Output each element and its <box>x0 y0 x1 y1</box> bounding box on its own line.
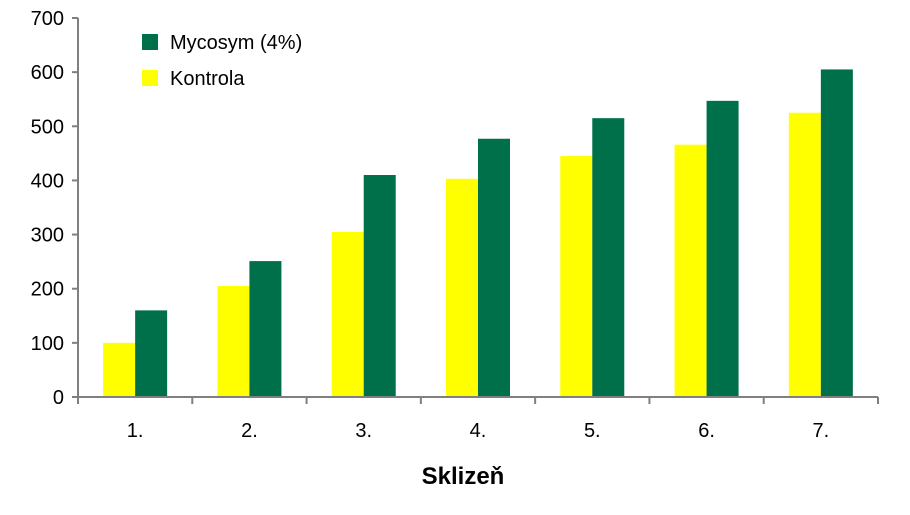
x-tick-label-2: 2. <box>241 420 258 442</box>
x-tick-label-3: 3. <box>355 420 372 442</box>
y-tick-label-100: 100 <box>31 333 64 355</box>
bar-mycosym-4 <box>478 138 510 397</box>
bar-mycosym-3 <box>363 175 396 397</box>
x-tick-label-6: 6. <box>698 420 715 442</box>
bar-kontrola-6 <box>674 144 707 397</box>
axes-group <box>72 17 879 404</box>
legend-swatch-1 <box>142 34 158 50</box>
bar-kontrola-4 <box>446 178 478 397</box>
x-tick-label-5: 5. <box>584 420 601 442</box>
bar-kontrola-1 <box>103 342 136 397</box>
y-tick-label-400: 400 <box>31 170 64 192</box>
x-tick-label-4: 4. <box>470 420 487 442</box>
bar-kontrola-5 <box>560 156 593 397</box>
bar-mycosym-7 <box>820 69 853 397</box>
y-tick-label-500: 500 <box>31 116 64 138</box>
x-tick-label-7: 7. <box>813 420 830 442</box>
bar-mycosym-5 <box>592 118 625 398</box>
y-tick-label-700: 700 <box>31 8 64 30</box>
bar-kontrola-2 <box>217 286 250 397</box>
legend-swatch-2 <box>142 70 158 86</box>
bars-group <box>103 69 853 398</box>
bar-mycosym-6 <box>706 100 739 398</box>
bar-kontrola-7 <box>788 112 821 397</box>
x-tick-labels: 1. 2. 3. 4. 5. 6. 7. <box>127 420 829 442</box>
bar-mycosym-1 <box>135 310 168 397</box>
y-tick-label-600: 600 <box>31 62 64 84</box>
x-tick-label-1: 1. <box>127 420 144 442</box>
y-tick-label-300: 300 <box>31 225 64 247</box>
legend: Mycosym (4%) Kontrola <box>142 32 302 90</box>
y-tick-label-0: 0 <box>53 387 64 409</box>
y-tick-labels: 0 100 200 300 400 500 600 700 <box>31 8 64 409</box>
x-axis-title: Sklizeň <box>422 463 505 490</box>
bar-kontrola-3 <box>331 231 364 397</box>
bar-mycosym-2 <box>249 261 282 397</box>
y-tick-label-200: 200 <box>31 279 64 301</box>
legend-label-2: Kontrola <box>170 68 245 90</box>
legend-label-1: Mycosym (4%) <box>170 32 302 54</box>
